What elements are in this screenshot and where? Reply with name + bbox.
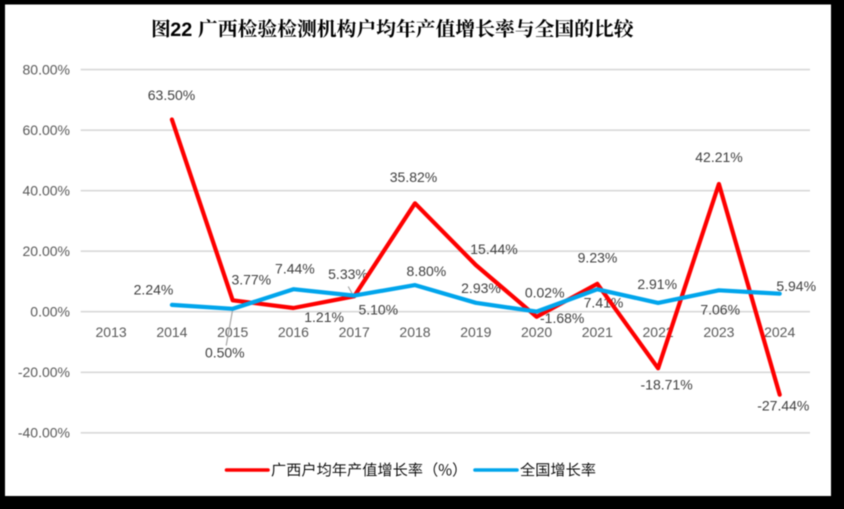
svg-text:5.33%: 5.33% bbox=[328, 266, 368, 282]
svg-text:42.21%: 42.21% bbox=[695, 149, 742, 165]
svg-text:15.44%: 15.44% bbox=[470, 241, 517, 257]
svg-text:2.24%: 2.24% bbox=[134, 282, 174, 298]
svg-text:2015: 2015 bbox=[217, 324, 248, 340]
svg-text:2022: 2022 bbox=[643, 324, 674, 340]
svg-text:2017: 2017 bbox=[339, 324, 370, 340]
svg-text:-1.68%: -1.68% bbox=[540, 310, 584, 326]
svg-text:0.00%: 0.00% bbox=[30, 304, 70, 320]
svg-text:2018: 2018 bbox=[399, 324, 430, 340]
svg-text:2.93%: 2.93% bbox=[461, 280, 501, 296]
svg-text:2.91%: 2.91% bbox=[637, 276, 677, 292]
svg-text:3.77%: 3.77% bbox=[231, 272, 271, 288]
svg-text:0.02%: 0.02% bbox=[525, 285, 565, 301]
svg-text:40.00%: 40.00% bbox=[23, 183, 70, 199]
svg-text:22: 22 bbox=[170, 19, 192, 41]
svg-text:-40.00%: -40.00% bbox=[18, 425, 70, 441]
svg-text:7.44%: 7.44% bbox=[275, 260, 315, 276]
svg-text:20.00%: 20.00% bbox=[23, 243, 70, 259]
svg-text:2019: 2019 bbox=[460, 324, 491, 340]
svg-text:8.80%: 8.80% bbox=[407, 263, 447, 279]
svg-text:60.00%: 60.00% bbox=[23, 122, 70, 138]
svg-text:35.82%: 35.82% bbox=[390, 169, 437, 185]
svg-text:2016: 2016 bbox=[278, 324, 309, 340]
svg-text:2014: 2014 bbox=[156, 324, 187, 340]
svg-text:-18.71%: -18.71% bbox=[641, 377, 693, 393]
svg-text:5.10%: 5.10% bbox=[358, 302, 398, 318]
svg-text:2023: 2023 bbox=[703, 324, 734, 340]
svg-text:1.21%: 1.21% bbox=[304, 309, 344, 325]
svg-text:63.50%: 63.50% bbox=[148, 87, 195, 103]
svg-text:-20.00%: -20.00% bbox=[18, 364, 70, 380]
svg-text:2024: 2024 bbox=[764, 324, 795, 340]
svg-text:7.06%: 7.06% bbox=[700, 302, 740, 318]
svg-text:5.94%: 5.94% bbox=[776, 278, 816, 294]
svg-text:2020: 2020 bbox=[521, 324, 552, 340]
svg-text:0.50%: 0.50% bbox=[205, 345, 245, 361]
svg-text:80.00%: 80.00% bbox=[23, 62, 70, 78]
svg-text:2013: 2013 bbox=[96, 324, 127, 340]
svg-text:2021: 2021 bbox=[582, 324, 613, 340]
svg-text:9.23%: 9.23% bbox=[578, 250, 618, 266]
svg-text:-27.44%: -27.44% bbox=[757, 398, 809, 414]
